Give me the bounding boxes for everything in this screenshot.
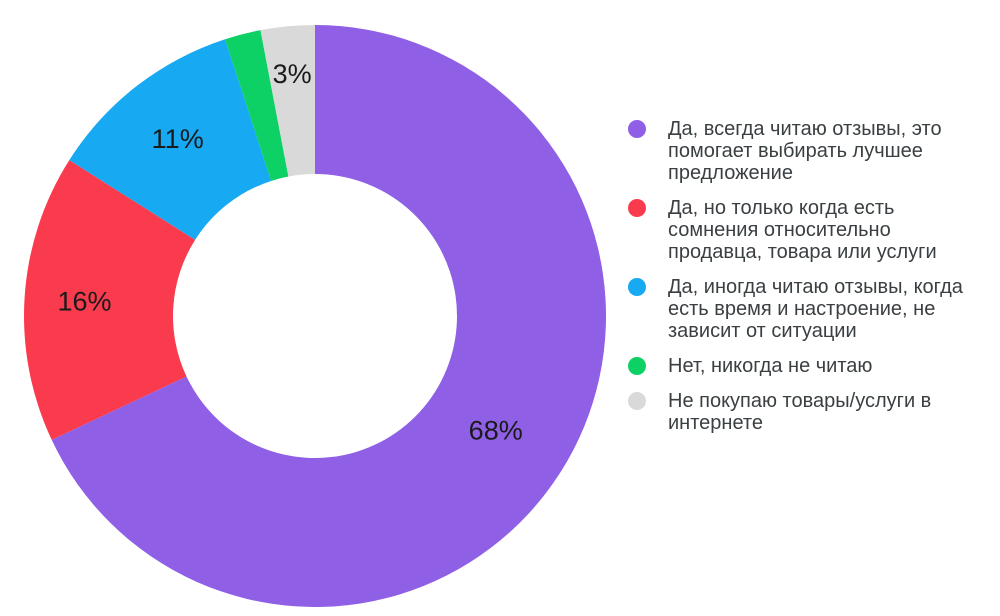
legend-label-line: зависит от ситуации [668,320,857,342]
slice-percent-label-0: 68% [469,416,523,446]
legend-label-line: продавца, товара или услуги [668,241,937,263]
legend-label-line: Да, иногда читаю отзывы, когда [668,276,963,298]
legend-swatch-icon [628,357,646,375]
legend-swatch-icon [628,120,646,138]
donut-slice-4 [260,24,315,177]
legend-item-1: Да, но только когда есть сомнения относит… [628,197,970,263]
legend-label-line: предложение [668,162,793,184]
legend-label-line: сомнения относительно [668,219,891,241]
slice-percent-label-2: 11% [152,124,204,154]
legend-label-line: Да, всегда читаю отзывы, это [668,118,942,140]
donut-slice-2 [69,39,272,240]
legend-swatch-icon [628,199,646,217]
donut-slice-3 [225,30,289,181]
donut-slice-0 [51,24,607,607]
legend-item-3: Нет, никогда не читаю [628,355,970,377]
legend-item-0: Да, всегда читаю отзывы, это помогает выб… [628,118,970,184]
legend-label-line: Нет, никогда не читаю [668,355,873,377]
legend-swatch-icon [628,392,646,410]
legend-label: Нет, никогда не читаю [668,355,872,377]
legend-label: Да, но только когда есть сомнения относит… [668,197,937,263]
legend-label: Да, иногда читаю отзывы, когда есть время… [668,276,963,342]
donut-slice-1 [24,160,196,440]
legend-label-line: есть время и настроение, не [668,298,936,320]
legend-label-line: интернете [668,412,763,434]
chart-legend: Да, всегда читаю отзывы, это помогает выб… [628,118,970,434]
legend-label: Да, всегда читаю отзывы, это помогает выб… [668,118,942,184]
legend-label-line: Да, но только когда есть [668,197,895,219]
legend-label: Не покупаю товары/услуги в интернете [668,390,931,434]
slice-percent-label-1: 16% [57,287,111,317]
legend-item-4: Не покупаю товары/услуги в интернете [628,390,970,434]
legend-item-2: Да, иногда читаю отзывы, когда есть время… [628,276,970,342]
legend-label-line: Не покупаю товары/услуги в [668,390,932,412]
slice-percent-label-4: 3% [273,59,312,89]
legend-swatch-icon [628,278,646,296]
legend-label-line: помогает выбирать лучшее [668,140,923,162]
